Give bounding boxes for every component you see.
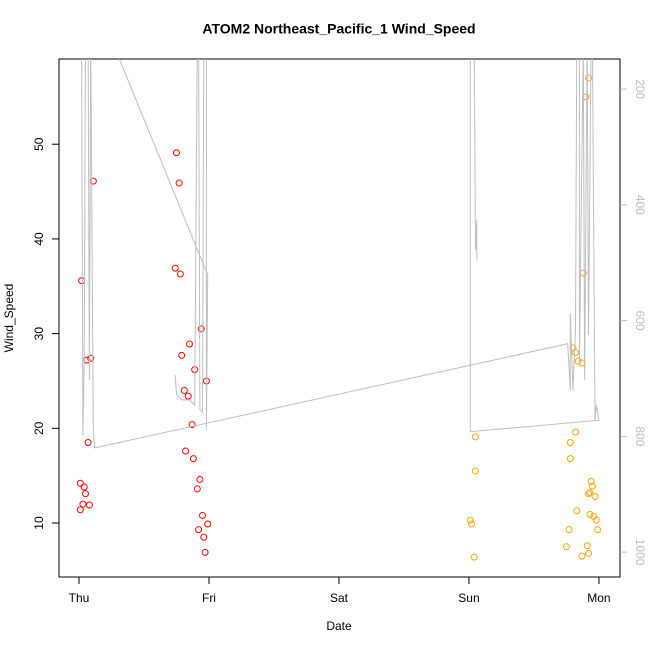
point [180, 386, 188, 394]
point [562, 543, 570, 551]
point [184, 392, 192, 400]
y2-tick-label: 1000 [633, 539, 647, 566]
point [468, 520, 476, 528]
point [84, 439, 92, 447]
point [585, 549, 593, 557]
point [182, 447, 190, 455]
point [76, 479, 84, 487]
point [470, 553, 478, 561]
point [572, 349, 580, 357]
point [585, 74, 593, 82]
x-tick-label: Thu [69, 591, 90, 605]
point [586, 489, 594, 497]
x-tick-label: Mon [587, 591, 610, 605]
point [175, 179, 183, 187]
y-tick-label: 50 [32, 137, 46, 151]
point [200, 533, 208, 541]
x-tick-label: Fri [202, 591, 216, 605]
y-tick-label: 20 [32, 421, 46, 435]
point [466, 516, 474, 524]
point [201, 548, 209, 556]
point [573, 507, 581, 515]
point [592, 516, 600, 524]
point [189, 455, 197, 463]
line [81, 59, 600, 449]
point [198, 511, 206, 519]
plot-frame [58, 58, 621, 578]
point [176, 270, 184, 278]
point [171, 264, 179, 272]
point [585, 490, 593, 498]
point [471, 467, 479, 475]
point [197, 325, 205, 333]
point [80, 483, 88, 491]
point [79, 500, 87, 508]
point [574, 357, 582, 365]
point [591, 493, 599, 501]
y2-tick-label: 400 [633, 195, 647, 215]
point [193, 485, 201, 493]
y-tick-label: 40 [32, 232, 46, 246]
point [173, 149, 181, 157]
point [87, 354, 95, 362]
x-tick-label: Sun [458, 591, 479, 605]
point [196, 475, 204, 483]
point [587, 477, 595, 485]
point [76, 506, 84, 514]
point [188, 421, 196, 429]
point [186, 340, 194, 348]
point [78, 277, 86, 285]
y2-tick-label: 800 [633, 426, 647, 446]
point [566, 439, 574, 447]
point [204, 520, 212, 528]
point [82, 490, 90, 498]
point [178, 351, 186, 359]
point [195, 526, 203, 534]
x-axis-label: Date [326, 619, 352, 633]
y-axis-label: Wind_Speed [2, 284, 16, 353]
x-tick-label: Sat [330, 591, 349, 605]
chart-title: ATOM2 Northeast_Pacific_1 Wind_Speed [202, 21, 475, 37]
point [583, 542, 591, 550]
point [565, 526, 573, 534]
point [572, 428, 580, 436]
point [578, 552, 586, 560]
plot-area [76, 59, 602, 561]
point [471, 433, 479, 441]
point [586, 510, 594, 518]
y2-tick-label: 200 [633, 79, 647, 99]
point [566, 455, 574, 463]
y2-tick-label: 600 [633, 311, 647, 331]
y-tick-label: 30 [32, 327, 46, 341]
point [588, 482, 596, 490]
point [85, 501, 93, 509]
point [594, 526, 602, 534]
y-tick-label: 10 [32, 516, 46, 530]
